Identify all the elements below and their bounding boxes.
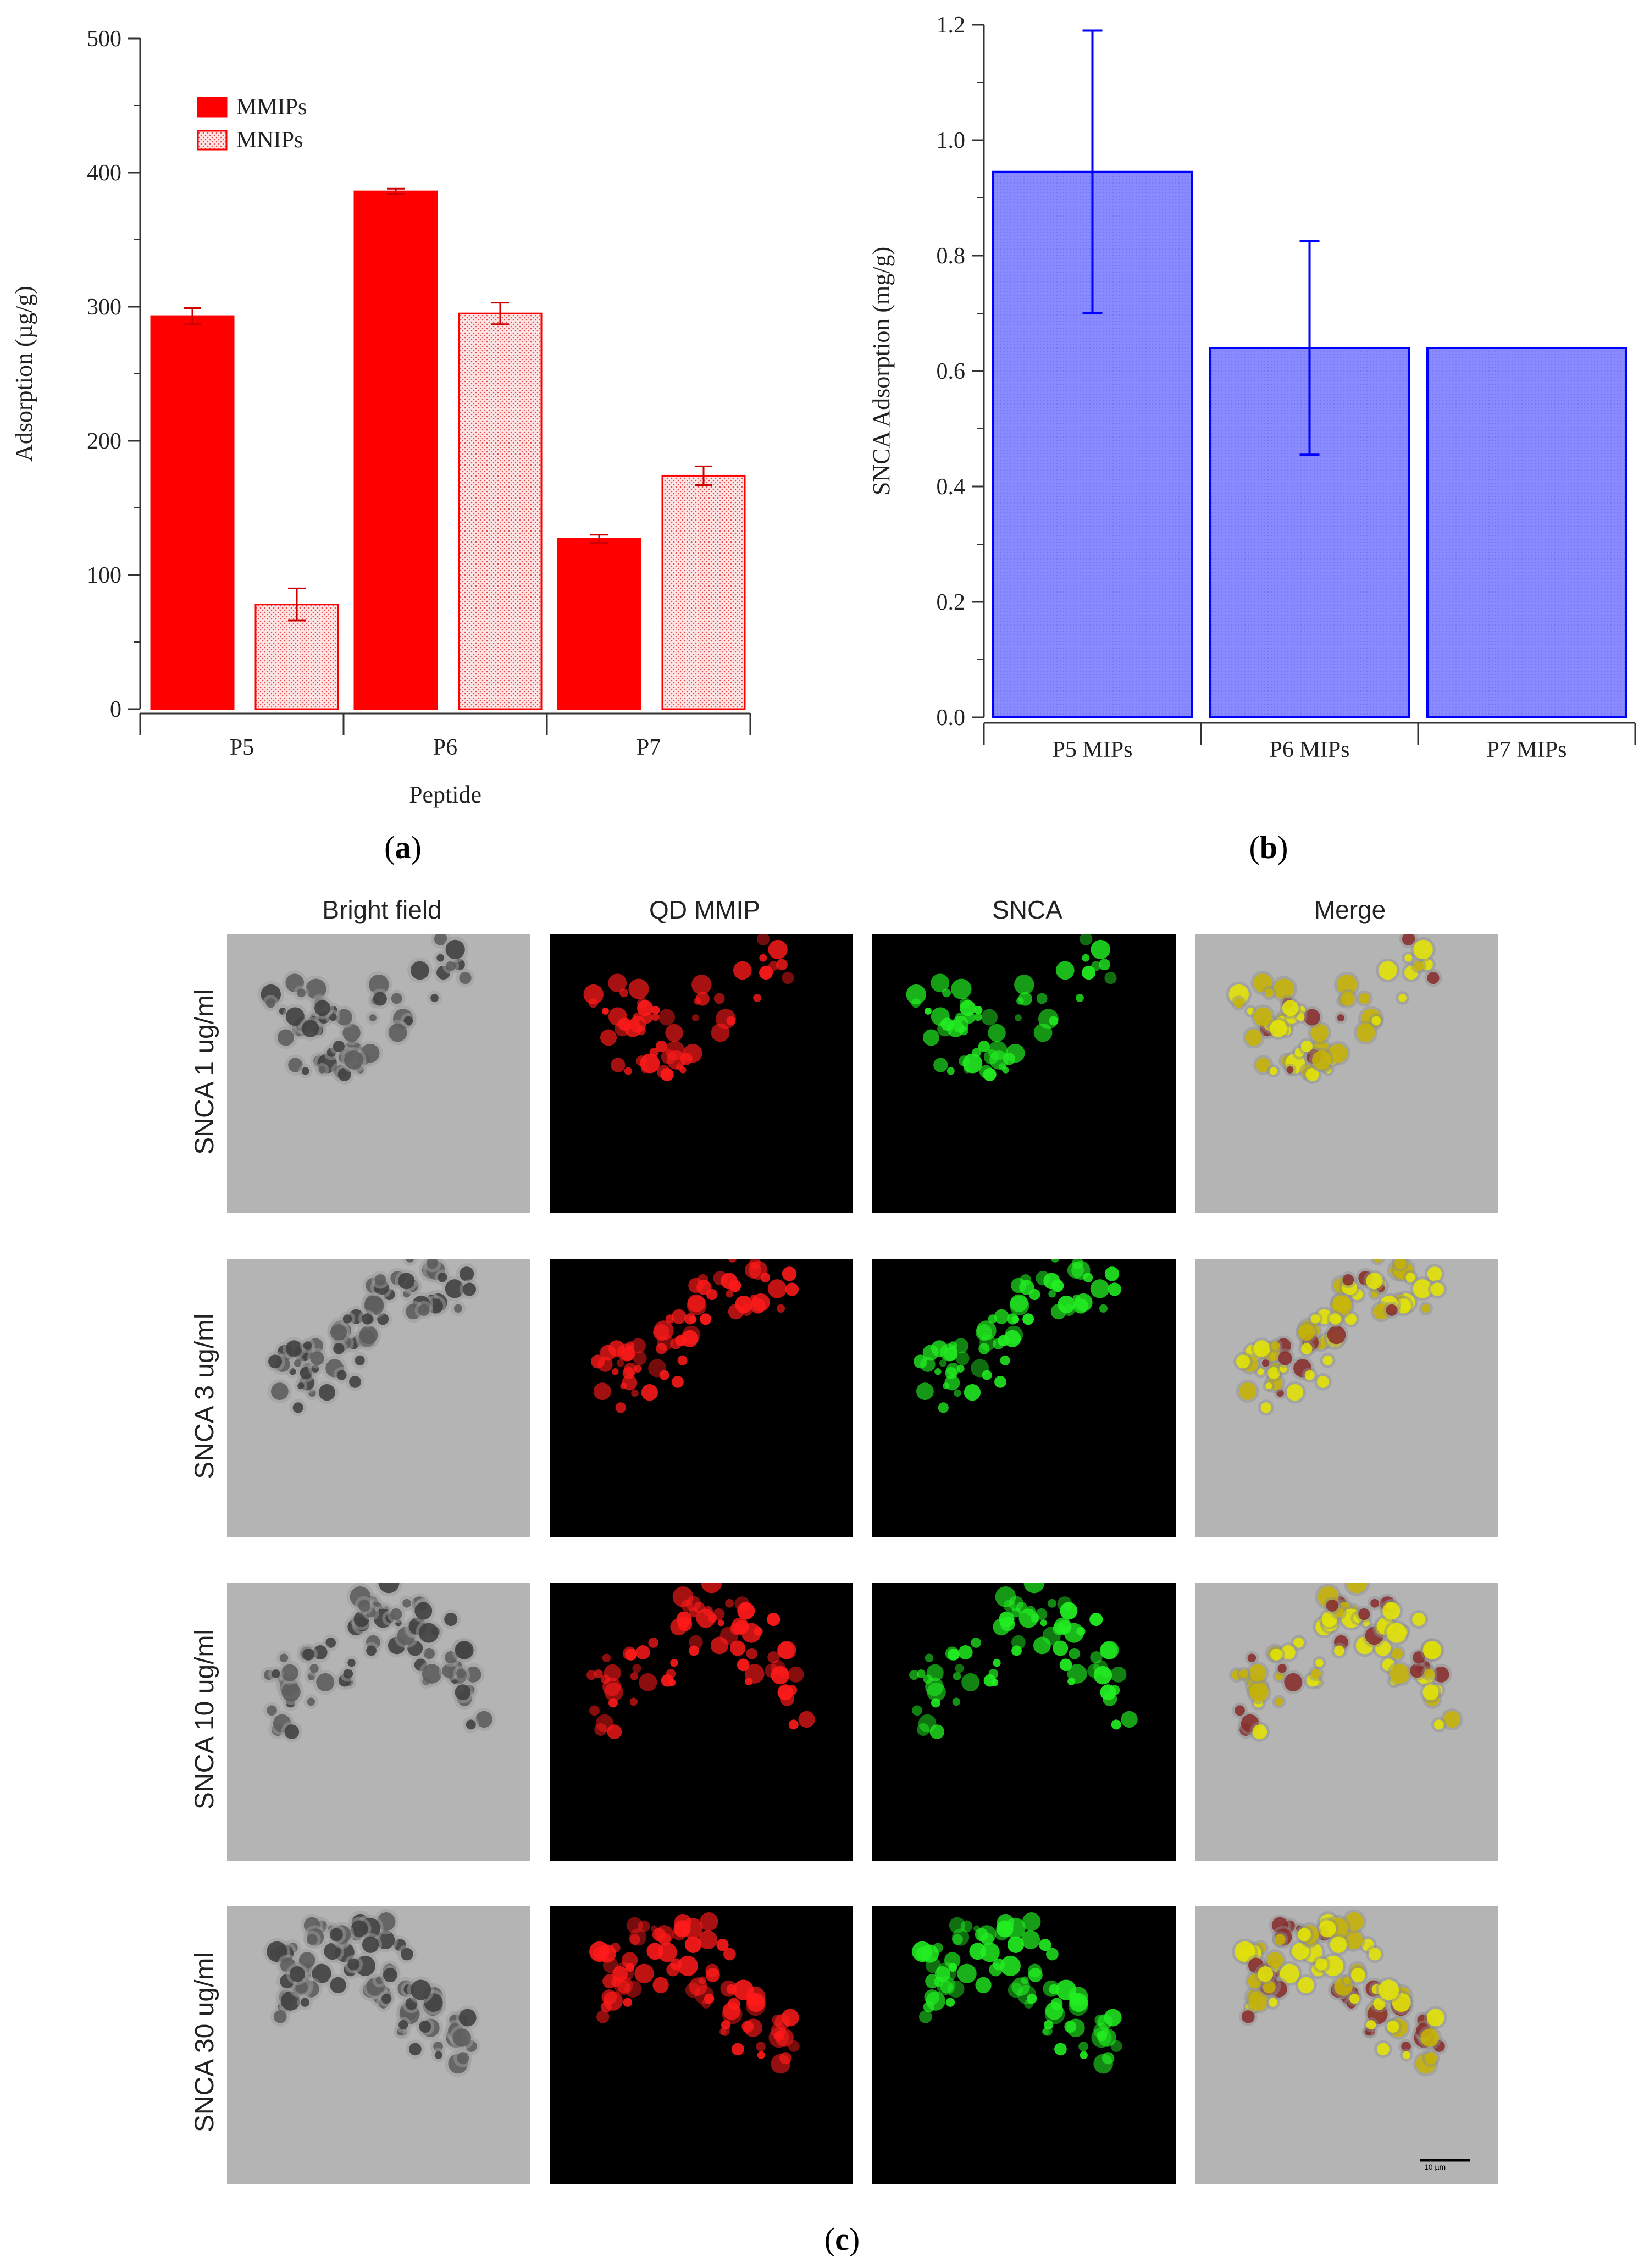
y-axis-label-b: SNCA Adsorption (mg/g) bbox=[868, 247, 895, 495]
y-tick-label-a: 300 bbox=[87, 295, 121, 320]
y-axis-label-a: Adsorption (µg/g) bbox=[10, 286, 37, 462]
y-tick-label-a: 100 bbox=[87, 563, 121, 588]
micrograph-qd-mmip-row-3 bbox=[550, 1583, 853, 1861]
micrograph-merge-row-2 bbox=[1195, 1259, 1498, 1537]
micrograph-merge-row-1 bbox=[1195, 934, 1498, 1213]
chart-a: 0 100 200 300 400 500 P5 P6 P7 MMIPs MNIPs Peptide A… bbox=[10, 26, 751, 808]
micrograph-bright-field-row-3 bbox=[227, 1583, 530, 1861]
chart-b: 0.0 0.2 0.4 0.6 0.8 1.0 1.2 P5 MIPs P6 MIPs P7 MI… bbox=[868, 13, 1636, 762]
x-tick-label-a: P7 bbox=[636, 735, 661, 760]
bar-mnips-p5 bbox=[254, 604, 339, 710]
y-tick-label-b: 1.0 bbox=[937, 128, 966, 153]
micrograph-qd-mmip-row-1 bbox=[550, 934, 853, 1213]
row-header-1: SNCA 1 ug/ml bbox=[190, 989, 219, 1155]
bar-p7-mips bbox=[1426, 347, 1627, 718]
y-tick-label-b: 0.8 bbox=[937, 244, 966, 269]
row-header-4: SNCA 30 ug/ml bbox=[190, 1951, 219, 2133]
row-header-2: SNCA 3 ug/ml bbox=[190, 1313, 219, 1479]
bar-mnips-p6 bbox=[458, 312, 543, 710]
bar-mmips-p7 bbox=[557, 538, 641, 710]
row-header-3: SNCA 10 ug/ml bbox=[190, 1629, 219, 1810]
micrograph-snca-row-4 bbox=[872, 1906, 1176, 2184]
legend-label-mnips: MNIPs bbox=[236, 128, 303, 153]
x-tick-label-b: P6 MIPs bbox=[1270, 737, 1350, 762]
column-header-bright-field: Bright field bbox=[322, 895, 442, 924]
micrograph-merge-row-4 bbox=[1195, 1906, 1498, 2184]
y-tick-label-b: 1.2 bbox=[937, 13, 966, 38]
bar-mmips-p6 bbox=[353, 190, 438, 710]
bar-mnips-p7 bbox=[661, 474, 746, 710]
panel-label-a: (a) bbox=[384, 829, 422, 865]
scale-bar-label: 10 µm bbox=[1424, 2162, 1446, 2171]
micrograph-qd-mmip-row-4 bbox=[550, 1906, 853, 2184]
micrograph-qd-mmip-row-2 bbox=[550, 1259, 853, 1537]
y-tick-label-b: 0.2 bbox=[937, 590, 966, 615]
x-tick-label-b: P7 MIPs bbox=[1487, 737, 1567, 762]
x-tick-label-a: P6 bbox=[433, 735, 457, 760]
legend-swatch-mnips bbox=[197, 130, 228, 151]
y-tick-label-a: 500 bbox=[87, 26, 121, 52]
column-header-qd-mmip: QD MMIP bbox=[649, 895, 760, 924]
x-axis-label-a: Peptide bbox=[409, 781, 481, 808]
panel-label-c: (c) bbox=[824, 2221, 860, 2257]
micrograph-snca-row-2 bbox=[872, 1259, 1176, 1537]
legend-swatch-mmips bbox=[197, 97, 228, 118]
x-tick-label-a: P5 bbox=[230, 735, 254, 760]
micrograph-bright-field-row-4 bbox=[227, 1906, 530, 2184]
bar-mmips-p5 bbox=[150, 315, 235, 710]
micrograph-merge-row-3 bbox=[1195, 1583, 1498, 1861]
column-header-merge: Merge bbox=[1314, 895, 1386, 924]
micrograph-bright-field-row-2 bbox=[227, 1259, 530, 1537]
panel-label-b: (b) bbox=[1249, 829, 1288, 865]
x-tick-label-b: P5 MIPs bbox=[1053, 737, 1133, 762]
y-tick-label-a: 200 bbox=[87, 429, 121, 454]
y-tick-label-a: 400 bbox=[87, 161, 121, 186]
y-tick-label-b: 0.0 bbox=[937, 705, 966, 731]
legend-label-mmips: MMIPs bbox=[236, 95, 307, 120]
micrograph-snca-row-3 bbox=[872, 1583, 1176, 1861]
y-tick-label-b: 0.6 bbox=[937, 359, 966, 384]
micrograph-bright-field-row-1 bbox=[227, 934, 530, 1213]
micrograph-snca-row-1 bbox=[872, 934, 1176, 1213]
y-tick-label-b: 0.4 bbox=[937, 474, 966, 500]
y-tick-label-a: 0 bbox=[110, 697, 121, 722]
column-header-snca: SNCA bbox=[992, 895, 1062, 924]
